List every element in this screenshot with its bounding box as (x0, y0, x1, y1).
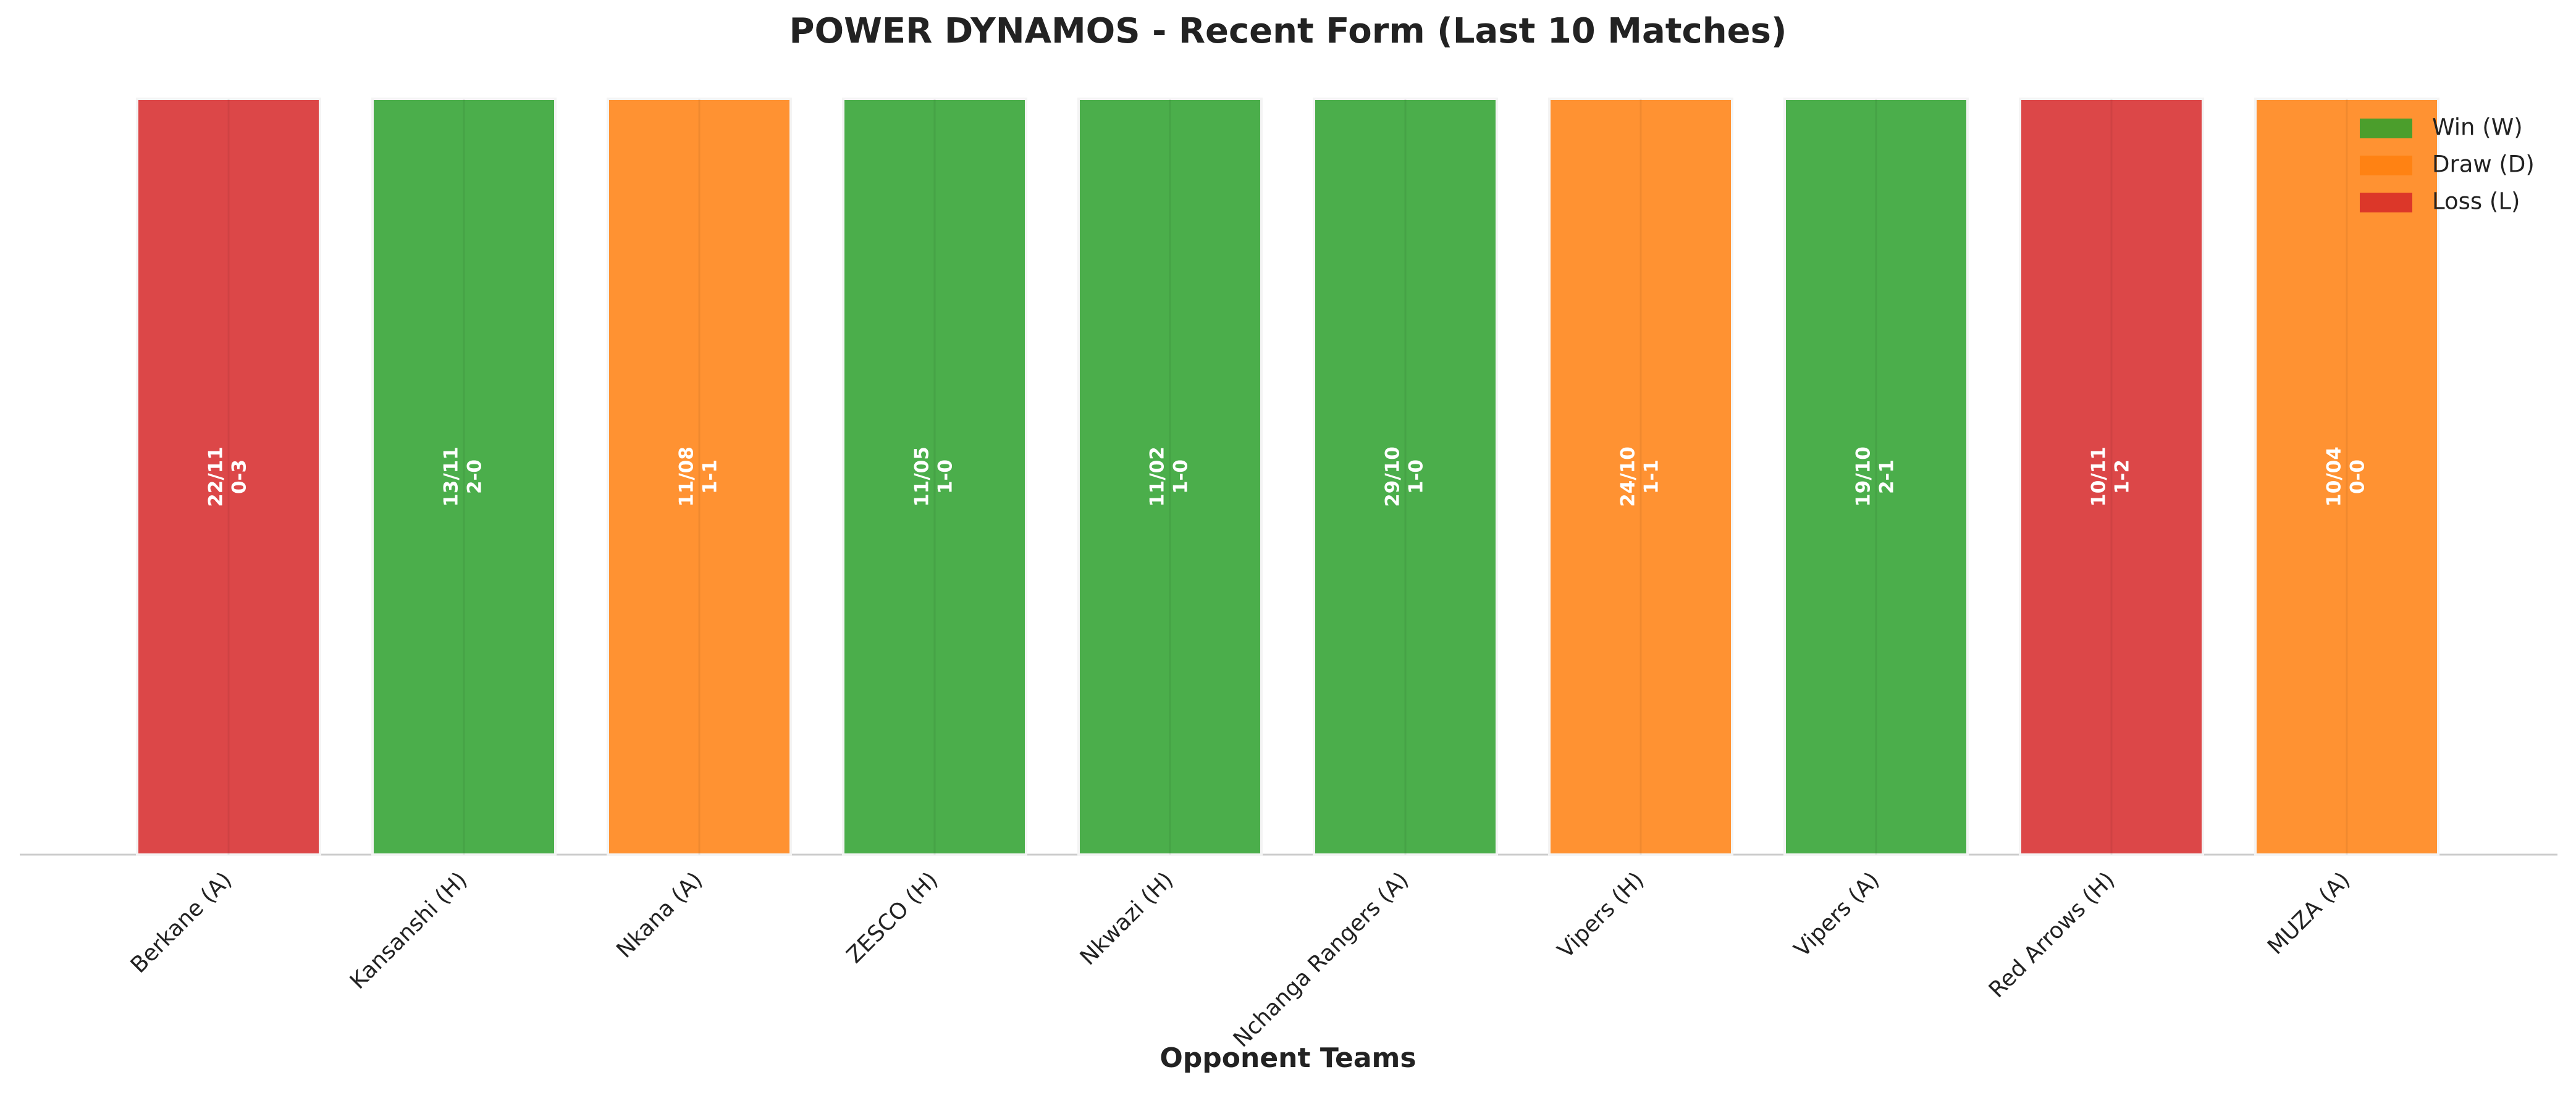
bar-date-label: 19/10 (1853, 446, 1875, 507)
x-tick-label: Nkwazi (H) (1075, 867, 1179, 970)
bar (136, 98, 321, 856)
bar-score-label: 1-2 (2111, 459, 2134, 494)
bar-score-label: 0-0 (2347, 459, 2369, 494)
bar-date-label: 13/11 (440, 446, 463, 507)
bar-date-label: 10/11 (2088, 446, 2110, 507)
bar-date-label: 11/08 (676, 446, 698, 507)
bar (1783, 98, 1969, 856)
bar (1313, 98, 1498, 856)
bar-score-label: 2-0 (464, 459, 486, 494)
x-tick-label: Berkane (A) (126, 867, 237, 978)
legend-label: Win (W) (2432, 114, 2523, 141)
bar (1548, 98, 1733, 856)
chart-title: POWER DYNAMOS - Recent Form (Last 10 Mat… (789, 11, 1787, 51)
x-tick-label: ZESCO (H) (842, 867, 943, 968)
x-tick-label: Red Arrows (H) (1984, 867, 2120, 1003)
bar-date-label: 29/10 (1382, 446, 1404, 507)
bar-score-label: 2-1 (1876, 459, 1898, 494)
bar-date-label: 10/04 (2323, 446, 2346, 507)
legend-swatch (2360, 119, 2412, 138)
bar (2019, 98, 2204, 856)
bar-score-label: 1-0 (935, 459, 957, 494)
x-tick-label: Kansanshi (H) (345, 867, 473, 994)
x-axis-label: Opponent Teams (1160, 1042, 1416, 1074)
bar (371, 98, 557, 856)
bar-score-label: 1-1 (699, 459, 722, 494)
legend-label: Loss (L) (2432, 188, 2520, 215)
x-tick-label: Vipers (H) (1553, 867, 1649, 963)
bar-date-label: 22/11 (205, 446, 227, 507)
legend-swatch (2360, 156, 2412, 175)
x-tick-label: Nchanga Rangers (A) (1229, 867, 1414, 1052)
legend-label: Draw (D) (2432, 151, 2535, 178)
legend-swatch (2360, 193, 2412, 212)
bar-score-label: 1-1 (1641, 459, 1663, 494)
bar (1077, 98, 1263, 856)
x-tick-label: MUZA (A) (2263, 867, 2355, 959)
x-tick-label: Vipers (A) (1790, 867, 1885, 962)
bar-score-label: 1-0 (1405, 459, 1428, 494)
bar-date-label: 11/02 (1147, 446, 1169, 507)
bar-date-label: 11/05 (911, 446, 933, 507)
bar (2254, 98, 2439, 856)
bar-score-label: 1-0 (1170, 459, 1192, 494)
bar-date-label: 24/10 (1617, 446, 1639, 507)
bar-score-label: 0-3 (229, 459, 251, 494)
bar (842, 98, 1027, 856)
x-tick-label: Nkana (A) (612, 867, 707, 963)
bar (607, 98, 792, 856)
